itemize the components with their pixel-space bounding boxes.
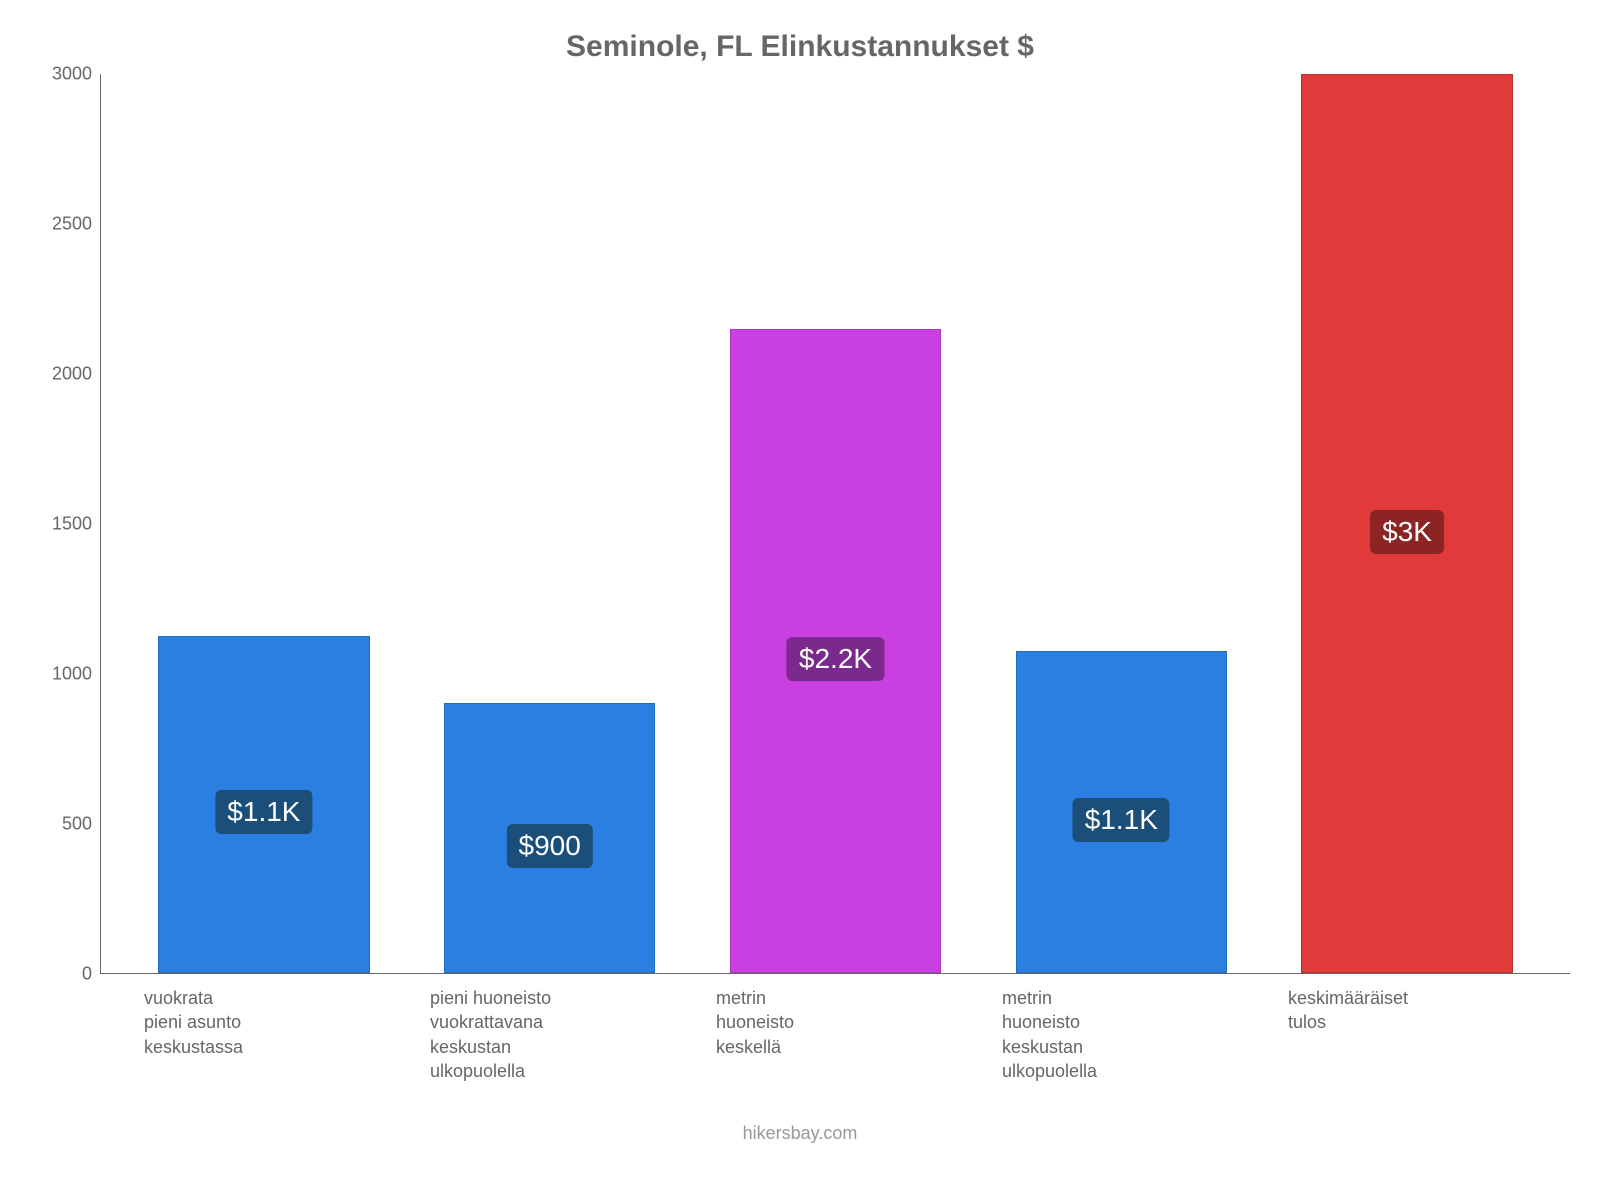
y-tick: 0 <box>82 964 92 985</box>
bar-slot: $3K <box>1264 74 1550 973</box>
bars-container: $1.1K $900 $2.2K $1.1K $3K <box>101 74 1570 973</box>
bar: $900 <box>444 703 655 973</box>
bar: $2.2K <box>730 329 941 973</box>
x-label: vuokratapieni asuntokeskustassa <box>144 986 243 1083</box>
bar-value-label: $1.1K <box>1073 798 1170 842</box>
chart-title: Seminole, FL Elinkustannukset $ <box>30 30 1570 64</box>
bar-slot: $900 <box>407 74 693 973</box>
x-slot: vuokratapieni asuntokeskustassa <box>120 986 406 1083</box>
y-tick: 1500 <box>52 514 92 535</box>
x-label: pieni huoneistovuokrattavanakeskustanulk… <box>430 986 551 1083</box>
bar-value-label: $2.2K <box>787 637 884 681</box>
x-slot: pieni huoneistovuokrattavanakeskustanulk… <box>406 986 692 1083</box>
x-label: keskimääräisettulos <box>1288 986 1408 1083</box>
x-slot: metrinhuoneistokeskellä <box>692 986 978 1083</box>
bar: $1.1K <box>158 636 369 973</box>
bar-slot: $1.1K <box>978 74 1264 973</box>
plot-area: $1.1K $900 $2.2K $1.1K $3K <box>100 74 1570 974</box>
y-tick: 1000 <box>52 664 92 685</box>
y-tick: 2500 <box>52 214 92 235</box>
y-tick: 3000 <box>52 64 92 85</box>
bar-value-label: $3K <box>1370 510 1444 554</box>
y-axis: 050010001500200025003000 <box>30 74 100 974</box>
y-tick: 500 <box>62 814 92 835</box>
y-tick: 2000 <box>52 364 92 385</box>
bar-slot: $2.2K <box>693 74 979 973</box>
bar: $1.1K <box>1016 651 1227 973</box>
x-slot: metrinhuoneistokeskustanulkopuolella <box>978 986 1264 1083</box>
cost-of-living-chart: Seminole, FL Elinkustannukset $ 0 500 1000… <box>0 0 1600 1200</box>
chart-footer: hikersbay.com <box>30 1123 1570 1144</box>
plot-row: 050010001500200025003000 $1.1K$900$2.2K$… <box>30 74 1570 974</box>
x-axis: vuokratapieni asuntokeskustassa pieni huo… <box>100 974 1570 1083</box>
x-slot: keskimääräisettulos <box>1264 986 1550 1083</box>
bar: $3K <box>1301 74 1512 973</box>
bar-slot: $1.1K <box>121 74 407 973</box>
x-label: metrinhuoneistokeskellä <box>716 986 794 1083</box>
x-label: metrinhuoneistokeskustanulkopuolella <box>1002 986 1097 1083</box>
bar-value-label: $1.1K <box>215 790 312 834</box>
bar-value-label: $900 <box>507 824 593 868</box>
